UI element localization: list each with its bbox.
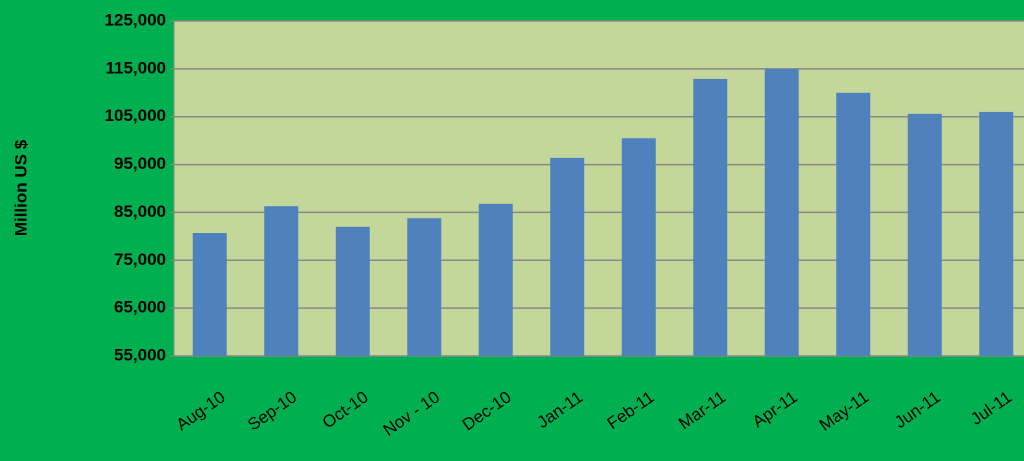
y-tick-label: 105,000 <box>105 106 166 125</box>
y-tick-label: 75,000 <box>114 250 166 269</box>
bar <box>407 218 442 356</box>
y-tick-label: 95,000 <box>114 154 166 173</box>
plot-area <box>173 20 1024 357</box>
bar <box>693 78 728 357</box>
y-tick-label: 65,000 <box>114 298 166 317</box>
bar <box>621 138 656 356</box>
bar <box>907 113 942 356</box>
bar <box>478 203 513 356</box>
bar <box>335 226 370 356</box>
y-tick-label: 85,000 <box>114 202 166 221</box>
y-tick-label: 115,000 <box>105 58 166 77</box>
bar <box>264 206 299 356</box>
bar <box>979 111 1014 356</box>
bar <box>192 233 227 356</box>
y-axis-label: Million US $ <box>11 139 30 236</box>
y-tick-label: 125,000 <box>105 10 166 29</box>
bar <box>836 92 871 357</box>
y-tick-label: 55,000 <box>114 345 166 364</box>
bar <box>764 68 799 356</box>
bar <box>550 157 585 356</box>
